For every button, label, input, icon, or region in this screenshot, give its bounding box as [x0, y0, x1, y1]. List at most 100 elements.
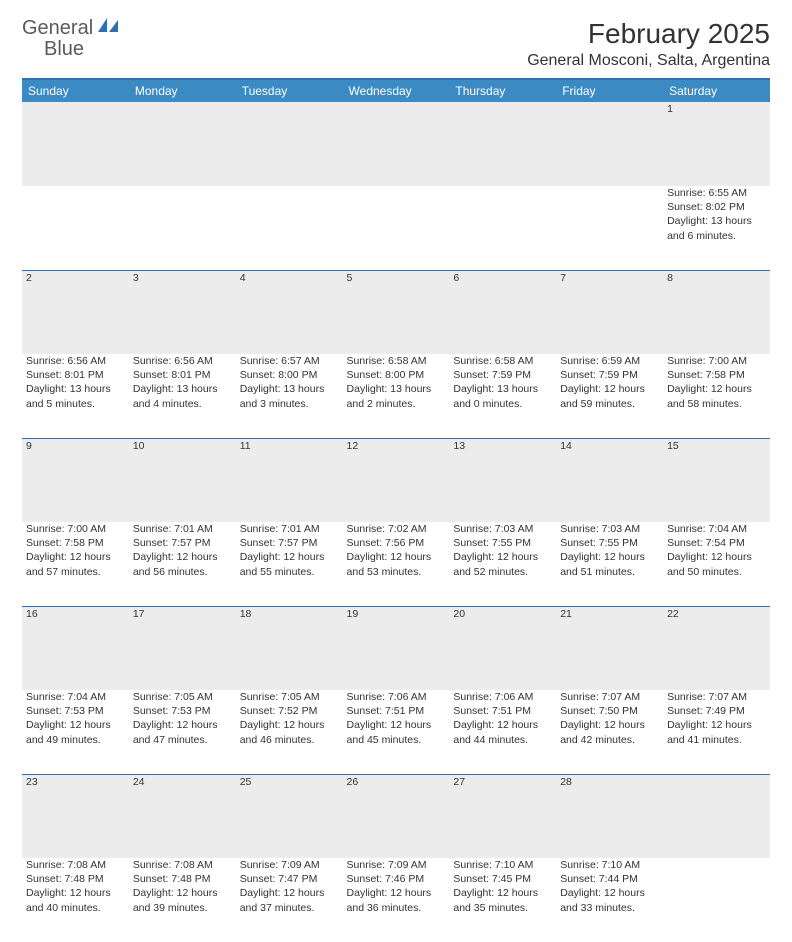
sunset-line: Sunset: 7:48 PM: [26, 872, 125, 886]
sunrise-line: Sunrise: 7:04 AM: [667, 522, 766, 536]
day-number: 18: [236, 606, 343, 690]
day-cell: [343, 186, 450, 270]
day-number: 19: [343, 606, 450, 690]
daylight-line: Daylight: 12 hours and 52 minutes.: [453, 550, 552, 578]
day-cell: Sunrise: 6:59 AMSunset: 7:59 PMDaylight:…: [556, 354, 663, 438]
day-cell: Sunrise: 7:10 AMSunset: 7:44 PMDaylight:…: [556, 858, 663, 942]
day-cell: Sunrise: 6:58 AMSunset: 8:00 PMDaylight:…: [343, 354, 450, 438]
day-cell: Sunrise: 6:56 AMSunset: 8:01 PMDaylight:…: [22, 354, 129, 438]
weekday-header: Monday: [129, 80, 236, 102]
sunset-line: Sunset: 7:53 PM: [26, 704, 125, 718]
sunrise-line: Sunrise: 7:06 AM: [453, 690, 552, 704]
sunrise-line: Sunrise: 6:56 AM: [26, 354, 125, 368]
day-number: 7: [556, 270, 663, 354]
day-cell: Sunrise: 7:07 AMSunset: 7:50 PMDaylight:…: [556, 690, 663, 774]
day-cell: Sunrise: 7:01 AMSunset: 7:57 PMDaylight:…: [236, 522, 343, 606]
day-cell: [449, 186, 556, 270]
brand-logo: General Blue: [22, 18, 120, 60]
sunrise-line: Sunrise: 7:02 AM: [347, 522, 446, 536]
sunset-line: Sunset: 7:57 PM: [133, 536, 232, 550]
brand-word1: General: [22, 17, 93, 39]
sunrise-line: Sunrise: 7:03 AM: [560, 522, 659, 536]
sunrise-line: Sunrise: 6:57 AM: [240, 354, 339, 368]
day-number: 16: [22, 606, 129, 690]
daylight-line: Daylight: 12 hours and 35 minutes.: [453, 886, 552, 914]
day-number: 13: [449, 438, 556, 522]
sunrise-line: Sunrise: 7:05 AM: [133, 690, 232, 704]
day-cell: Sunrise: 7:06 AMSunset: 7:51 PMDaylight:…: [449, 690, 556, 774]
daylight-line: Daylight: 13 hours and 0 minutes.: [453, 382, 552, 410]
weekday-header: Wednesday: [343, 80, 450, 102]
daylight-line: Daylight: 12 hours and 47 minutes.: [133, 718, 232, 746]
day-cell: Sunrise: 7:06 AMSunset: 7:51 PMDaylight:…: [343, 690, 450, 774]
day-cell: [663, 858, 770, 942]
daylight-line: Daylight: 12 hours and 33 minutes.: [560, 886, 659, 914]
day-number-row: 9101112131415: [22, 438, 770, 522]
day-cell: Sunrise: 7:04 AMSunset: 7:54 PMDaylight:…: [663, 522, 770, 606]
day-cell: Sunrise: 7:09 AMSunset: 7:47 PMDaylight:…: [236, 858, 343, 942]
sunrise-line: Sunrise: 6:58 AM: [453, 354, 552, 368]
sunrise-line: Sunrise: 7:09 AM: [347, 858, 446, 872]
sunrise-line: Sunrise: 6:55 AM: [667, 186, 766, 200]
daylight-line: Daylight: 12 hours and 51 minutes.: [560, 550, 659, 578]
day-cell: Sunrise: 7:03 AMSunset: 7:55 PMDaylight:…: [556, 522, 663, 606]
sail-icon: [98, 18, 120, 39]
daylight-line: Daylight: 12 hours and 49 minutes.: [26, 718, 125, 746]
sunset-line: Sunset: 7:50 PM: [560, 704, 659, 718]
sunrise-line: Sunrise: 7:07 AM: [560, 690, 659, 704]
sunrise-line: Sunrise: 7:09 AM: [240, 858, 339, 872]
day-number: [22, 102, 129, 186]
day-number: 22: [663, 606, 770, 690]
day-number: 1: [663, 102, 770, 186]
day-cell: Sunrise: 7:05 AMSunset: 7:52 PMDaylight:…: [236, 690, 343, 774]
day-number-row: 1: [22, 102, 770, 186]
day-number-row: 232425262728: [22, 774, 770, 858]
sunset-line: Sunset: 7:44 PM: [560, 872, 659, 886]
sunset-line: Sunset: 7:51 PM: [347, 704, 446, 718]
sunrise-line: Sunrise: 7:00 AM: [667, 354, 766, 368]
daylight-line: Daylight: 12 hours and 59 minutes.: [560, 382, 659, 410]
sunset-line: Sunset: 7:59 PM: [453, 368, 552, 382]
sunset-line: Sunset: 7:49 PM: [667, 704, 766, 718]
sunset-line: Sunset: 7:55 PM: [560, 536, 659, 550]
day-number: 14: [556, 438, 663, 522]
day-number: 25: [236, 774, 343, 858]
day-number: 9: [22, 438, 129, 522]
day-number: 20: [449, 606, 556, 690]
day-cell: [129, 186, 236, 270]
sunrise-line: Sunrise: 7:07 AM: [667, 690, 766, 704]
daylight-line: Daylight: 12 hours and 58 minutes.: [667, 382, 766, 410]
day-cell: Sunrise: 6:58 AMSunset: 7:59 PMDaylight:…: [449, 354, 556, 438]
day-cell: Sunrise: 6:57 AMSunset: 8:00 PMDaylight:…: [236, 354, 343, 438]
day-cell: Sunrise: 6:56 AMSunset: 8:01 PMDaylight:…: [129, 354, 236, 438]
daylight-line: Daylight: 12 hours and 44 minutes.: [453, 718, 552, 746]
brand-word2: Blue: [22, 38, 84, 60]
sunset-line: Sunset: 7:52 PM: [240, 704, 339, 718]
daylight-line: Daylight: 13 hours and 3 minutes.: [240, 382, 339, 410]
title-block: February 2025 General Mosconi, Salta, Ar…: [527, 18, 770, 70]
sunset-line: Sunset: 7:56 PM: [347, 536, 446, 550]
day-number: [343, 102, 450, 186]
calendar-table: SundayMondayTuesdayWednesdayThursdayFrid…: [22, 80, 770, 942]
day-cell: Sunrise: 7:02 AMSunset: 7:56 PMDaylight:…: [343, 522, 450, 606]
day-cell: Sunrise: 7:03 AMSunset: 7:55 PMDaylight:…: [449, 522, 556, 606]
sunset-line: Sunset: 8:00 PM: [347, 368, 446, 382]
day-cell: Sunrise: 7:00 AMSunset: 7:58 PMDaylight:…: [663, 354, 770, 438]
sunset-line: Sunset: 8:01 PM: [26, 368, 125, 382]
day-content-row: Sunrise: 7:00 AMSunset: 7:58 PMDaylight:…: [22, 522, 770, 606]
day-number: 3: [129, 270, 236, 354]
day-number: 17: [129, 606, 236, 690]
sunrise-line: Sunrise: 7:10 AM: [560, 858, 659, 872]
daylight-line: Daylight: 12 hours and 57 minutes.: [26, 550, 125, 578]
weekday-header: Thursday: [449, 80, 556, 102]
sunrise-line: Sunrise: 7:03 AM: [453, 522, 552, 536]
sunrise-line: Sunrise: 7:10 AM: [453, 858, 552, 872]
daylight-line: Daylight: 12 hours and 45 minutes.: [347, 718, 446, 746]
sunset-line: Sunset: 8:01 PM: [133, 368, 232, 382]
sunset-line: Sunset: 7:46 PM: [347, 872, 446, 886]
page-title: February 2025: [527, 18, 770, 50]
day-cell: Sunrise: 7:08 AMSunset: 7:48 PMDaylight:…: [22, 858, 129, 942]
sunrise-line: Sunrise: 6:56 AM: [133, 354, 232, 368]
day-number: 8: [663, 270, 770, 354]
sunrise-line: Sunrise: 7:04 AM: [26, 690, 125, 704]
